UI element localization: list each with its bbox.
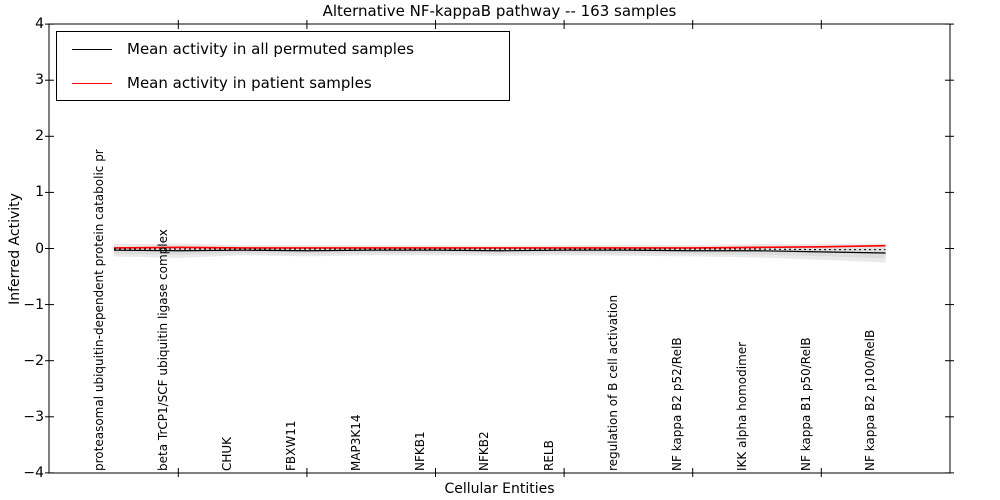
legend-label-permuted: Mean activity in all permuted samples (127, 40, 414, 58)
x-tick-label: RELB (541, 440, 556, 471)
y-tick-label: −2 (23, 352, 44, 369)
y-tick-label: 1 (35, 184, 44, 201)
x-tick-label: CHUK (220, 436, 235, 471)
x-tick-label: regulation of B cell activation (605, 294, 620, 471)
x-tick-label: FBXW11 (284, 420, 299, 472)
x-tick-label: NF kappa B2 p52/RelB (670, 337, 685, 471)
y-tick-label: −3 (23, 408, 44, 425)
x-tick-label: NFKB1 (413, 431, 427, 471)
legend: Mean activity in all permuted samples Me… (56, 31, 510, 101)
x-tick-label: NF kappa B1 p50/RelB (798, 337, 813, 471)
x-tick-label: MAP3K14 (348, 414, 363, 471)
y-tick-label: −1 (23, 296, 44, 313)
y-tick-label: 2 (35, 128, 44, 145)
x-tick-label: NFKB2 (477, 431, 492, 471)
legend-label-patient: Mean activity in patient samples (127, 74, 372, 92)
x-tick-label: NF kappa B2 p100/RelB (863, 329, 878, 471)
chart-title: Alternative NF-kappaB pathway -- 163 sam… (322, 2, 677, 20)
y-tick-label: 0 (35, 240, 44, 257)
x-tick-label: proteasomal ubiquitin-dependent protein … (91, 149, 106, 471)
x-tick-label: IKK alpha homodimer (734, 341, 749, 471)
legend-row-patient: Mean activity in patient samples (57, 74, 509, 92)
legend-row-permuted: Mean activity in all permuted samples (57, 40, 509, 58)
x-axis-label: Cellular Entities (444, 481, 555, 497)
red-line-sample-icon (72, 82, 112, 84)
x-tick-label: beta TrCP1/SCF ubiquitin ligase complex (155, 229, 170, 471)
black-line-sample-icon (72, 48, 112, 50)
y-tick-label: 4 (35, 16, 44, 33)
y-tick-label: 3 (35, 72, 44, 89)
y-tick-label: −4 (23, 464, 44, 481)
